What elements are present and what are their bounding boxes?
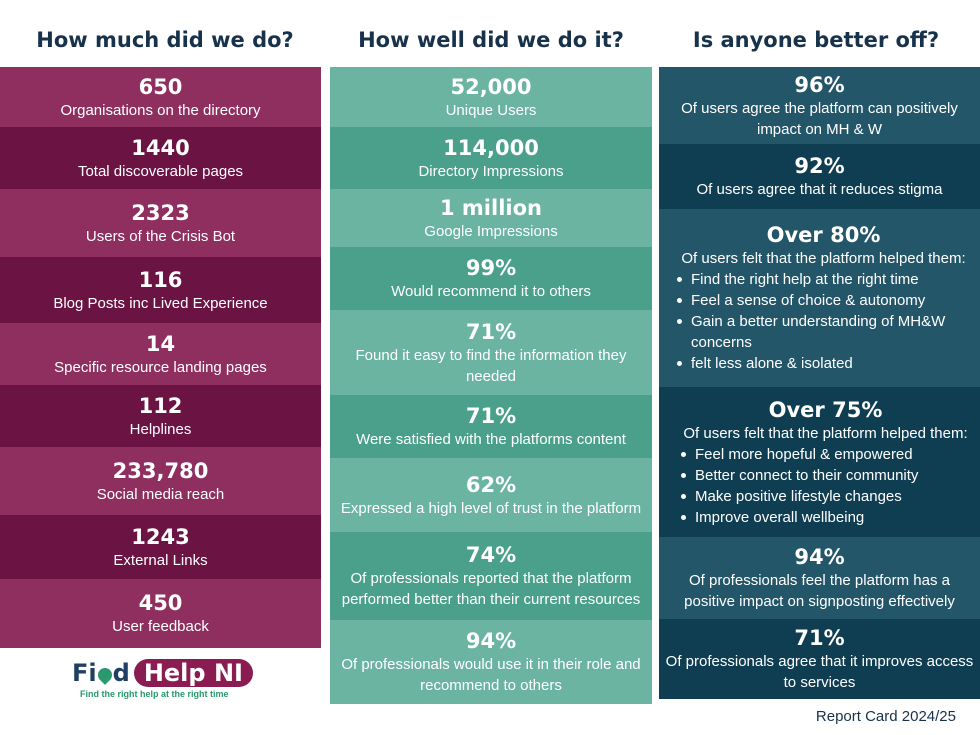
logo-tagline: Find the right help at the right time [80,689,229,699]
stat-description: Directory Impressions [418,162,564,180]
bullet-item: Find the right help at the right time [671,269,976,290]
stat-cell: 74% Of professionals reported that the p… [330,532,652,620]
bullet-item: Make positive lifestyle changes [675,486,918,507]
stat-cell: 14 Specific resource landing pages [0,323,321,385]
stat-cell: 1243 External Links [0,515,321,579]
stat-number: 233,780 [112,458,209,483]
stat-description: Google Impressions [424,222,558,240]
stat-cell: 71% Were satisfied with the platforms co… [330,395,652,458]
column-how-much: 650 Organisations on the directory 1440 … [0,67,321,648]
stat-description: External Links [113,551,208,569]
stat-number: 2323 [131,200,190,225]
stat-description: Expressed a high level of trust in the p… [340,499,642,517]
stat-number: 62% [465,472,517,497]
stat-number: Over 75% [768,397,883,422]
stat-description: Specific resource landing pages [54,358,267,376]
stat-cell: 71% Of professionals agree that it impro… [659,619,980,699]
bullet-item: Feel more hopeful & empowered [675,444,918,465]
logo-help-badge: Help NI [133,659,253,687]
stat-cell: 92% Of users agree that it reduces stigm… [659,144,980,209]
stat-cell: 52,000 Unique Users [330,67,652,127]
stat-number: 71% [465,319,517,344]
stat-number: 14 [145,331,176,356]
stat-number: 96% [794,72,845,97]
stat-description: Found it easy to find the information th… [355,346,627,385]
stat-description: User feedback [112,618,209,635]
bullet-item: felt less alone & isolated [671,353,976,374]
stat-description: Of users agree that it reduces stigma [696,181,943,198]
stat-number: 94% [465,629,517,653]
stat-description: Of users felt that the platform helped t… [681,250,966,267]
bullet-item: Feel a sense of choice & autonomy [671,290,976,311]
column-how-well: 52,000 Unique Users 114,000 Directory Im… [330,67,652,704]
logo-text-d: d [112,659,130,687]
logo-wordmark: Fi d Help NI [72,658,253,688]
stat-number: 1440 [131,135,190,160]
stat-number: 94% [794,545,845,569]
stat-description: Of users felt that the platform helped t… [683,424,968,442]
heading-how-much: How much did we do? [36,28,294,52]
stat-number: 650 [138,74,183,99]
stat-number: 112 [138,393,183,418]
stat-number: 71% [465,404,517,428]
stat-description: Users of the Crisis Bot [85,227,236,245]
stat-description: Were satisfied with the platforms conten… [356,431,626,448]
stat-number: 92% [794,154,845,178]
stat-number: 74% [465,543,517,567]
stat-cell: 94% Of professionals would use it in the… [330,620,652,704]
stat-cell: 94% Of professionals feel the platform h… [659,537,980,619]
map-pin-icon [94,665,115,685]
bullet-item: Improve overall wellbeing [675,507,918,528]
bullet-list: Feel more hopeful & empowered Better con… [675,444,918,528]
column-better-off: 96% Of users agree the platform can posi… [659,67,980,699]
stat-number: Over 80% [766,223,881,247]
stat-cell: 450 User feedback [0,579,321,648]
stat-cell: 233,780 Social media reach [0,447,321,515]
bullet-item: Gain a better understanding of MH&W conc… [671,311,976,353]
stat-number: 116 [138,267,183,292]
stat-description: Of professionals feel the platform has a… [684,572,955,610]
stat-cell: 1 million Google Impressions [330,189,652,247]
stat-cell: 99% Would recommend it to others [330,247,652,310]
stat-cell: 650 Organisations on the directory [0,67,321,127]
stat-cell: 62% Expressed a high level of trust in t… [330,458,652,532]
stat-description: Of professionals agree that it improves … [665,653,974,691]
stat-number: 114,000 [443,135,539,160]
report-card-label: Report Card 2024/25 [815,708,956,725]
stat-description: Of professionals would use it in their r… [341,656,641,694]
stat-description: Of users agree the platform can positive… [681,99,958,138]
stat-cell: 114,000 Directory Impressions [330,127,652,189]
stat-description: Organisations on the directory [60,101,261,119]
stat-cell: 1440 Total discoverable pages [0,127,321,189]
stat-description: Would recommend it to others [391,283,591,300]
stat-cell: 116 Blog Posts inc Lived Experience [0,257,321,323]
bullet-item: Better connect to their community [675,465,918,486]
stat-number: 1 million [440,195,542,220]
stat-cell: 112 Helplines [0,385,321,447]
stat-cell: Over 80% Of users felt that the platform… [659,209,980,387]
stat-description: Blog Posts inc Lived Experience [53,294,268,312]
stat-number: 71% [794,626,845,650]
stat-cell: 96% Of users agree the platform can posi… [659,67,980,144]
find-help-ni-logo: Fi d Help NI Find the right help at the ri… [72,658,253,704]
stat-description: Social media reach [96,485,225,503]
stat-description: Helplines [129,420,192,438]
stat-description: Unique Users [445,101,537,119]
bullet-list: Find the right help at the right time Fe… [671,269,976,374]
stat-number: 1243 [131,524,190,549]
stat-cell: 2323 Users of the Crisis Bot [0,189,321,257]
stat-cell: Over 75% Of users felt that the platform… [659,387,980,537]
stat-number: 52,000 [450,74,532,99]
heading-how-well: How well did we do it? [358,28,624,52]
stat-number: 450 [138,591,183,615]
stat-description: Of professionals reported that the platf… [341,570,641,608]
stat-description: Total discoverable pages [77,162,244,180]
heading-better-off: Is anyone better off? [692,28,940,52]
stat-number: 99% [465,256,517,280]
logo-text-fi: Fi [72,659,97,687]
stat-cell: 71% Found it easy to find the informatio… [330,310,652,395]
